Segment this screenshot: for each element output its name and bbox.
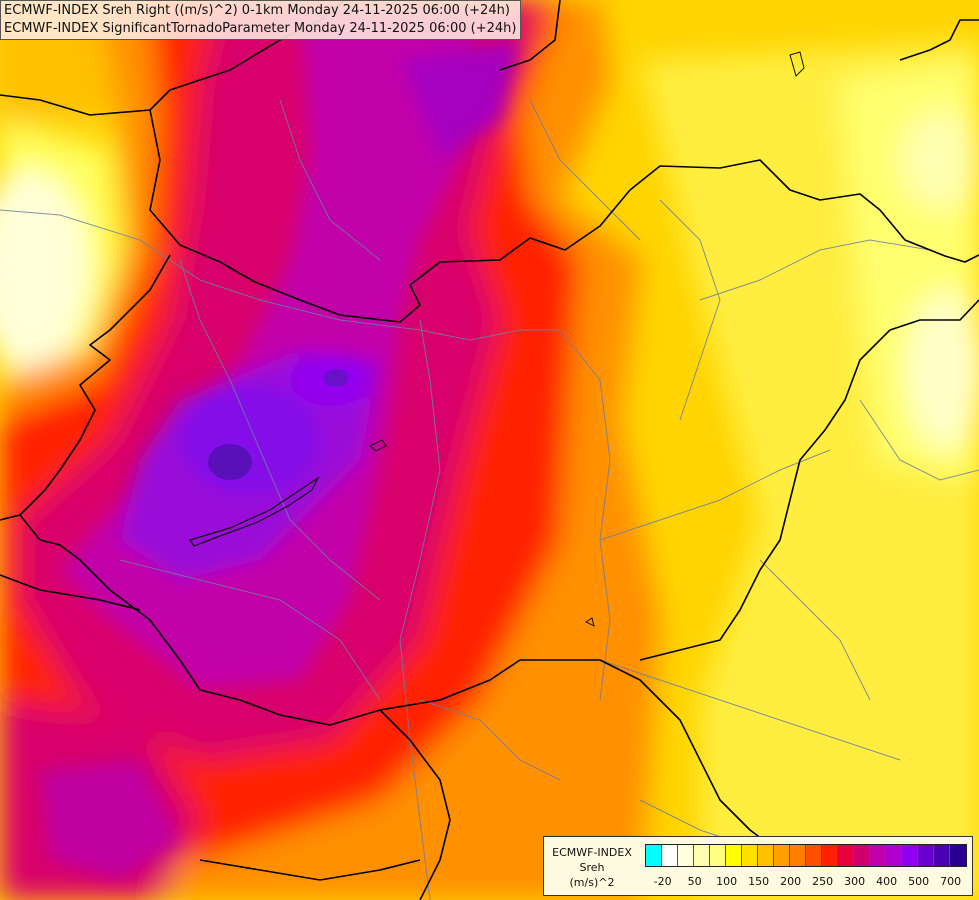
legend-swatch [918, 845, 934, 866]
legend-swatch [886, 845, 902, 866]
legend-tick-label: 700 [940, 875, 962, 888]
legend-swatch [870, 845, 886, 866]
legend-tick-label: 150 [748, 875, 770, 888]
legend-swatch [902, 845, 918, 866]
map-title: ECMWF-INDEX Sreh Right ((m/s)^2) 0-1km M… [0, 0, 522, 40]
small-lake-outline [369, 439, 387, 452]
legend-tick-label: 50 [687, 875, 702, 888]
title-line-1: ECMWF-INDEX Sreh Right ((m/s)^2) 0-1km M… [4, 3, 510, 18]
legend-swatch [950, 845, 966, 866]
legend-swatch [822, 845, 838, 866]
legend-unit: (m/s)^2 [569, 876, 615, 889]
legend-swatch [838, 845, 854, 866]
legend-swatch [726, 845, 742, 866]
legend-variable: Sreh [579, 861, 605, 874]
legend-swatch [806, 845, 822, 866]
legend-tick-labels: -20 50 100 150 200 250 300 400 500 700 [645, 875, 969, 891]
legend-swatch [662, 845, 678, 866]
legend-swatch [854, 845, 870, 866]
legend-tick-label: 100 [716, 875, 738, 888]
sreh-max-core [208, 444, 252, 480]
legend-tick-label: 300 [844, 875, 866, 888]
lake-outline [189, 476, 320, 547]
legend-tick-label: 500 [908, 875, 930, 888]
legend-tick-label: 250 [812, 875, 834, 888]
legend-swatch [774, 845, 790, 866]
color-legend: ECMWF-INDEX Sreh (m/s)^2 -20 50 100 150 200 2… [543, 836, 973, 896]
legend-tick-label: -20 [653, 875, 672, 888]
legend-swatch [790, 845, 806, 866]
reservoir-outline-2 [585, 617, 595, 627]
legend-swatch [742, 845, 758, 866]
legend-model: ECMWF-INDEX [552, 846, 632, 859]
legend-swatch [934, 845, 950, 866]
legend-swatch [646, 845, 662, 866]
legend-title: ECMWF-INDEX Sreh (m/s)^2 [546, 845, 638, 890]
title-line-2: ECMWF-INDEX SignificantTornadoParameter … [4, 21, 517, 36]
reservoir-outline [789, 51, 805, 77]
sreh-secondary-core [324, 369, 348, 387]
region-lines [0, 99, 979, 900]
legend-tick-label: 400 [876, 875, 898, 888]
legend-tick-label: 200 [780, 875, 802, 888]
legend-swatch [758, 845, 774, 866]
legend-swatch [678, 845, 694, 866]
legend-swatch [710, 845, 726, 866]
legend-color-bar [645, 844, 967, 867]
legend-swatch [694, 845, 710, 866]
